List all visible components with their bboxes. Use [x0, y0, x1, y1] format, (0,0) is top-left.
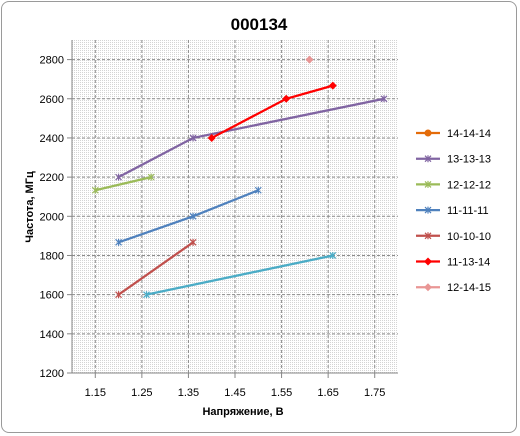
x-tick-label: 1.35: [178, 387, 199, 399]
legend-label: 12-14-15: [447, 282, 491, 294]
legend-label: 10-10-10: [447, 231, 491, 243]
data-point: [115, 291, 122, 299]
data-point: [305, 55, 314, 64]
series-11-13-14: [207, 81, 337, 142]
y-tick-labels: 1200 1400 1600 1800 2000 2200 2400 2600 2800: [40, 55, 64, 380]
gridlines: [72, 40, 398, 373]
series-11-11-11: [115, 186, 262, 246]
legend-item: 10-10-10: [416, 231, 491, 243]
legend-label: 11-13-14: [447, 257, 490, 269]
series-lines: [91, 55, 388, 299]
legend-marker: [424, 232, 432, 240]
data-point: [115, 173, 122, 181]
y-axis-title: Частота, МГц: [24, 171, 36, 243]
data-point: [143, 291, 150, 299]
series-12-12-12: [91, 173, 155, 194]
legend-marker: [424, 206, 432, 214]
series-line: [95, 176, 152, 192]
data-point: [189, 238, 197, 246]
data-point: [380, 95, 388, 103]
x-tick-label: 1.45: [224, 387, 245, 399]
x-tick-label: 1.75: [364, 387, 385, 399]
axes: [67, 40, 398, 378]
series-unlabeled: [143, 251, 337, 299]
y-tick-label: 2800: [40, 55, 64, 67]
series-line: [146, 254, 334, 296]
y-tick-label: 1800: [40, 250, 64, 262]
x-tick-labels: 1.15 1.25 1.35 1.45 1.55 1.65 1.75: [85, 387, 386, 399]
data-point: [254, 186, 262, 194]
legend-item: 11-11-11: [416, 205, 489, 217]
x-tick-label: 1.15: [85, 387, 106, 399]
chart-title: 000134: [231, 15, 288, 34]
legend-marker: [424, 283, 432, 292]
x-tick-label: 1.25: [131, 387, 152, 399]
y-tick-label: 2200: [40, 172, 64, 184]
y-tick-label: 1400: [40, 329, 64, 341]
legend-label: 13-13-13: [447, 154, 491, 166]
legend-label: 14-14-14: [447, 128, 491, 140]
series-12-14-15: [305, 55, 314, 64]
data-point: [189, 134, 197, 142]
legend-marker: [424, 129, 432, 137]
x-tick-label: 1.65: [317, 387, 338, 399]
y-tick-label: 1600: [40, 290, 64, 302]
data-point: [189, 212, 197, 220]
legend-marker: [424, 180, 432, 188]
y-tick-label: 2400: [40, 133, 64, 145]
data-point: [115, 238, 122, 246]
legend-item: 13-13-13: [416, 154, 491, 166]
y-tick-label: 1200: [40, 368, 64, 380]
legend-item: 11-13-14: [416, 257, 490, 269]
legend-marker: [424, 155, 432, 163]
legend-label: 12-12-12: [447, 179, 491, 191]
legend-item: 14-14-14: [416, 128, 491, 140]
series-13-13-13: [115, 95, 388, 181]
data-point: [91, 186, 99, 194]
x-tick-label: 1.55: [271, 387, 292, 399]
legend-label: 11-11-11: [447, 205, 489, 217]
legend-item: 12-12-12: [416, 179, 491, 191]
legend: 14-14-14 13-13-13 12-12-12 11-11-11 10-10-10…: [416, 128, 491, 294]
data-point: [147, 173, 155, 181]
x-axis-title: Напряжение, В: [202, 406, 283, 418]
data-point: [207, 133, 216, 142]
y-tick-label: 2600: [40, 94, 64, 106]
y-tick-label: 2000: [40, 211, 64, 223]
data-point: [328, 81, 337, 90]
legend-marker: [424, 257, 432, 266]
series-line: [117, 241, 194, 296]
data-point: [329, 251, 337, 259]
series-10-10-10: [115, 238, 197, 299]
data-point: [282, 94, 291, 103]
legend-item: 12-14-15: [416, 282, 491, 294]
